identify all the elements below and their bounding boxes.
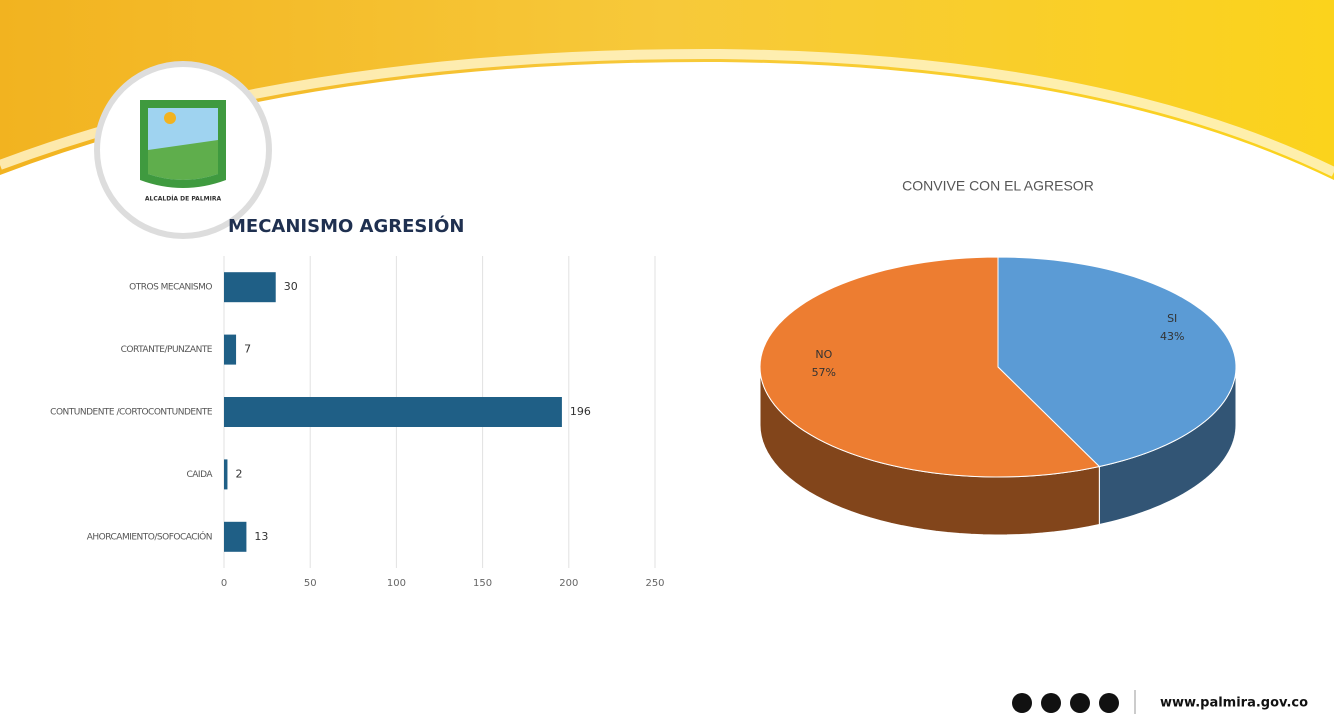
- x-tick-label: 150: [473, 578, 492, 589]
- website[interactable]: www.palmira.gov.co: [1160, 696, 1308, 711]
- bar: [224, 272, 276, 303]
- bar: [224, 459, 228, 490]
- social-icons: [1012, 690, 1136, 714]
- twitter-icon[interactable]: [1041, 693, 1061, 713]
- value-label: 2: [235, 467, 242, 480]
- pie-category-label: NO: [815, 348, 832, 361]
- pie-category-label: SI: [1167, 312, 1177, 325]
- logo: ALCALDÍA DE PALMIRA: [94, 61, 272, 239]
- instagram-icon[interactable]: [1070, 693, 1090, 713]
- x-tick-label: 50: [304, 578, 317, 589]
- x-tick-label: 100: [387, 578, 406, 589]
- y-tick-label: CORTANTE/PUNZANTE: [121, 345, 213, 355]
- value-label: 7: [244, 343, 251, 356]
- y-tick-label: CAIDA: [186, 470, 213, 480]
- bar-chart-title: MECANISMO AGRESIÓN: [228, 215, 464, 237]
- pie-value-label: 57%: [812, 366, 836, 379]
- x-tick-label: 200: [559, 578, 578, 589]
- facebook-icon[interactable]: [1012, 693, 1032, 713]
- y-tick-label: AHORCAMIENTO/SOFOCACIÓN: [87, 530, 212, 542]
- bar: [224, 397, 562, 427]
- pie-value-label: 43%: [1160, 330, 1184, 343]
- logo-field: [148, 140, 218, 180]
- y-tick-label: OTROS MECANISMO: [129, 283, 212, 293]
- logo-text: ALCALDÍA DE PALMIRA: [145, 195, 222, 203]
- x-tick-label: 250: [645, 578, 664, 589]
- pie-slice: [997, 256, 1237, 468]
- header-curve: [0, 61, 1334, 716]
- x-tick-label: 0: [221, 578, 227, 589]
- value-label: 13: [254, 530, 268, 543]
- bar: [224, 521, 247, 552]
- y-tick-label: CONTUNDENTE /CORTOCONTUNDENTE: [50, 408, 213, 418]
- value-label: 30: [284, 280, 298, 293]
- logo-sun: [164, 112, 176, 124]
- value-label: 196: [570, 405, 591, 418]
- pie-slice: [759, 256, 1101, 478]
- youtube-icon[interactable]: [1099, 693, 1119, 713]
- bar: [224, 334, 237, 365]
- pie-chart-title: CONVIVE CON EL AGRESOR: [902, 178, 1094, 194]
